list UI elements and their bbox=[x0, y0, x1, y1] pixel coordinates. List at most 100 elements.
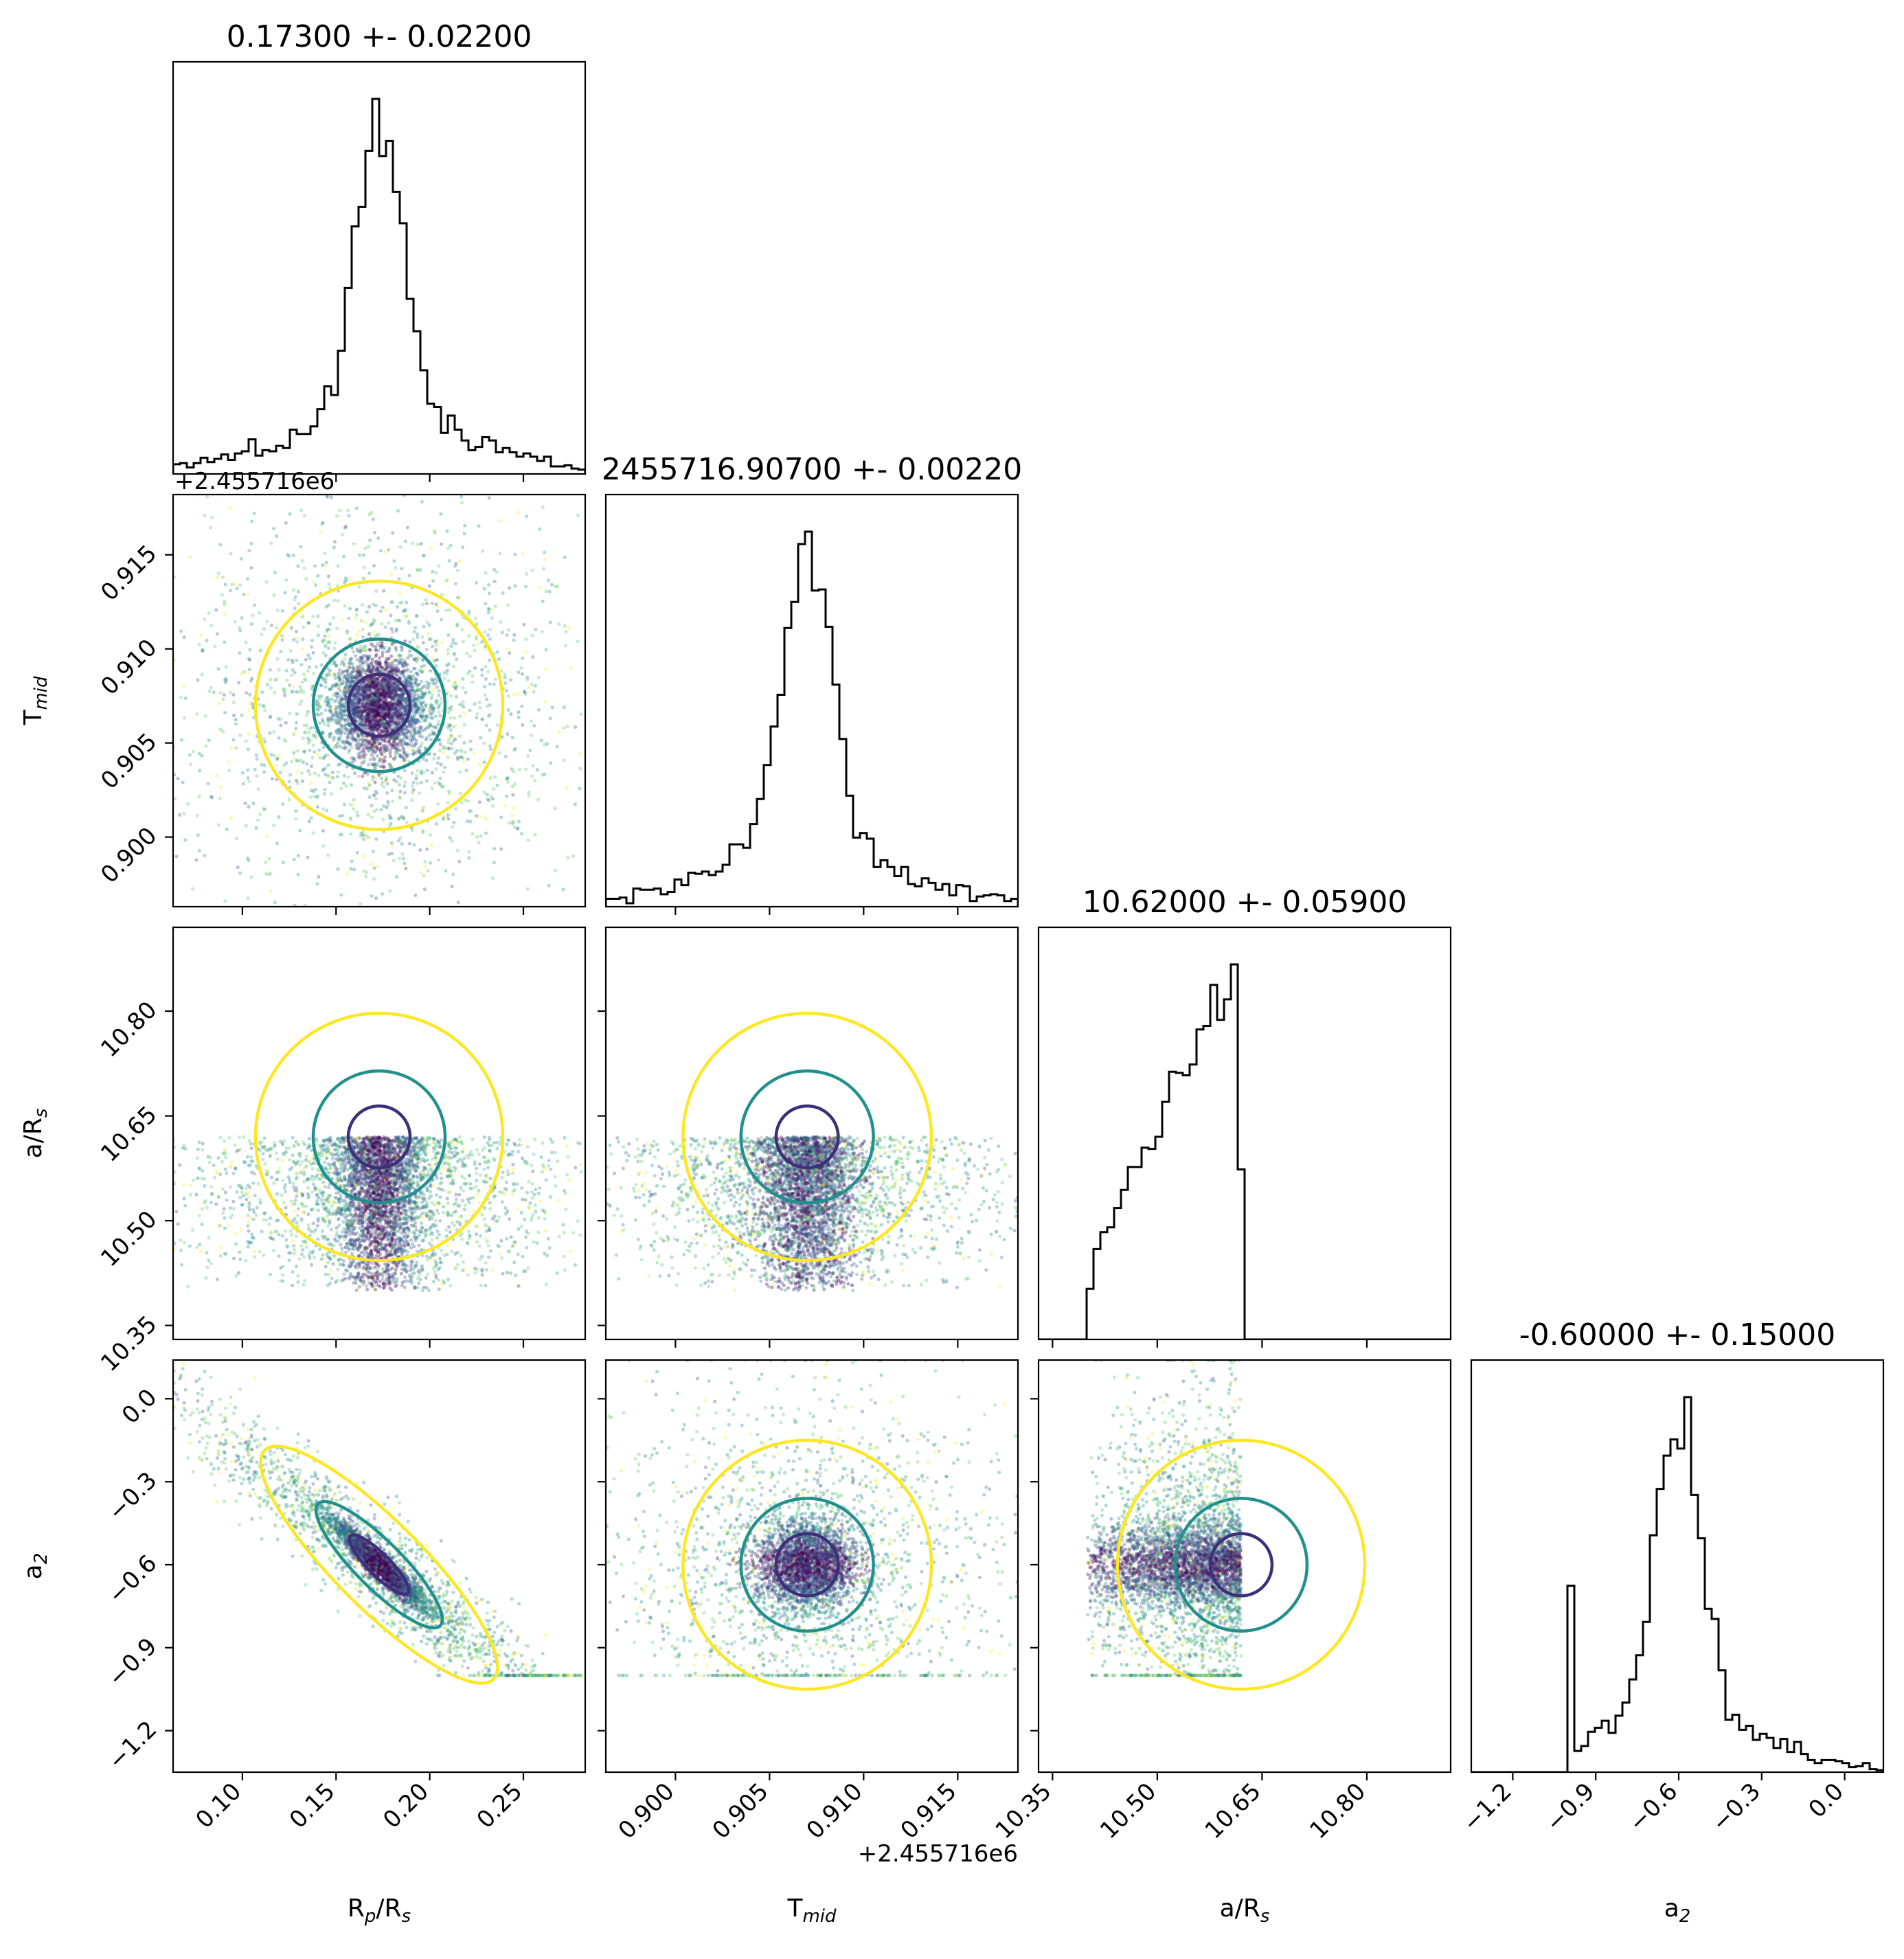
sample-point bbox=[385, 682, 389, 686]
sample-point bbox=[348, 1208, 352, 1212]
sample-point bbox=[353, 676, 357, 680]
sample-point bbox=[359, 1188, 363, 1192]
sample-point bbox=[408, 640, 412, 644]
sample-point bbox=[460, 703, 464, 707]
sample-point bbox=[209, 794, 214, 798]
sample-point bbox=[413, 1164, 417, 1168]
sample-point bbox=[372, 679, 376, 683]
sample-point bbox=[350, 727, 354, 731]
sample-point bbox=[239, 556, 244, 561]
sample-point bbox=[369, 862, 374, 866]
sample-point bbox=[377, 742, 381, 746]
sample-point bbox=[299, 699, 304, 703]
sample-point bbox=[288, 683, 292, 688]
sample-point bbox=[375, 808, 379, 812]
sample-point bbox=[387, 739, 391, 743]
sample-point bbox=[398, 716, 402, 720]
sample-point bbox=[285, 678, 289, 683]
sample-point bbox=[231, 700, 236, 705]
sample-point bbox=[370, 737, 374, 741]
sample-point bbox=[302, 690, 306, 694]
sample-point bbox=[347, 722, 351, 726]
sample-point bbox=[372, 714, 376, 718]
sample-point bbox=[392, 701, 396, 705]
sample-point bbox=[422, 714, 427, 718]
sample-point bbox=[409, 670, 413, 674]
sample-point bbox=[510, 767, 514, 771]
sample-point bbox=[352, 707, 356, 712]
sample-point bbox=[375, 691, 379, 695]
sample-point bbox=[207, 1236, 211, 1240]
sample-point bbox=[398, 795, 402, 799]
sample-point bbox=[471, 832, 475, 836]
sample-point bbox=[295, 782, 300, 786]
sample-point bbox=[338, 689, 342, 693]
sample-point bbox=[271, 824, 276, 828]
sample-point bbox=[483, 693, 487, 697]
sample-point bbox=[370, 722, 375, 726]
sample-point bbox=[401, 756, 405, 760]
sample-point bbox=[405, 679, 409, 683]
sample-point bbox=[395, 711, 399, 715]
sample-point bbox=[314, 583, 318, 587]
sample-point bbox=[337, 710, 341, 714]
sample-point bbox=[435, 604, 440, 609]
sample-point bbox=[452, 739, 456, 743]
sample-point bbox=[359, 682, 363, 686]
sample-point bbox=[433, 1162, 438, 1166]
sample-point bbox=[359, 733, 364, 738]
sample-point bbox=[291, 1153, 295, 1157]
sample-point bbox=[394, 707, 398, 711]
sample-point bbox=[485, 704, 489, 708]
sample-point bbox=[367, 1203, 372, 1208]
sample-point bbox=[420, 1225, 424, 1230]
sample-point bbox=[188, 753, 192, 757]
sample-point bbox=[430, 712, 434, 716]
sample-point bbox=[326, 1224, 330, 1228]
sample-point bbox=[422, 874, 426, 878]
sample-point bbox=[412, 751, 416, 756]
sample-point bbox=[324, 685, 328, 689]
sample-point bbox=[411, 688, 416, 692]
sample-point bbox=[367, 683, 371, 687]
sample-point bbox=[466, 672, 470, 676]
sample-point bbox=[403, 680, 408, 685]
sample-point bbox=[387, 714, 392, 718]
sample-point bbox=[345, 728, 350, 732]
sample-point bbox=[389, 764, 393, 768]
sample-point bbox=[381, 1186, 385, 1190]
sample-point bbox=[367, 749, 371, 753]
sample-point bbox=[337, 712, 341, 716]
sample-point bbox=[300, 647, 305, 651]
sample-point bbox=[484, 677, 488, 681]
sample-point bbox=[378, 687, 382, 691]
sample-point bbox=[258, 611, 262, 615]
sample-point bbox=[403, 709, 407, 713]
sample-point bbox=[339, 703, 343, 707]
sample-point bbox=[317, 697, 321, 701]
sample-point bbox=[510, 784, 515, 789]
sample-point bbox=[381, 666, 385, 670]
sample-point bbox=[516, 510, 521, 514]
sample-point bbox=[378, 707, 382, 712]
sample-point bbox=[383, 703, 388, 707]
sample-point bbox=[395, 713, 400, 717]
sample-point bbox=[375, 745, 379, 749]
sample-point bbox=[384, 688, 388, 692]
sample-point bbox=[415, 703, 419, 707]
sample-point bbox=[407, 619, 411, 623]
sample-point bbox=[246, 776, 250, 780]
sample-point bbox=[517, 670, 521, 675]
sample-point bbox=[350, 679, 354, 683]
sample-point bbox=[398, 712, 402, 716]
sample-point bbox=[404, 727, 408, 732]
sample-point bbox=[316, 701, 320, 705]
sample-point bbox=[361, 1189, 365, 1193]
sample-point bbox=[400, 692, 405, 697]
sample-point bbox=[288, 773, 293, 777]
sample-point bbox=[281, 860, 285, 865]
sample-point bbox=[283, 1190, 288, 1194]
sample-point bbox=[504, 688, 509, 693]
sample-point bbox=[387, 715, 392, 719]
sample-point bbox=[359, 902, 363, 906]
